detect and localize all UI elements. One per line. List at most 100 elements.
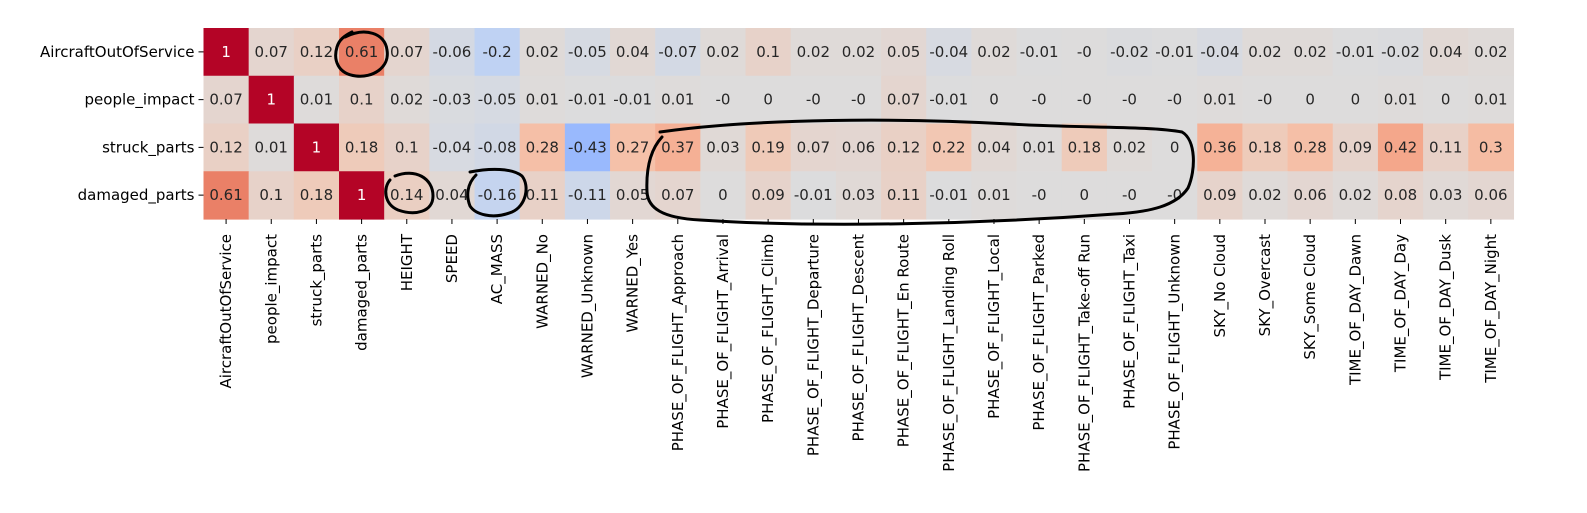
heatmap-cell-3-23 (1242, 171, 1289, 220)
heatmap-cell-1-13 (790, 75, 837, 125)
heatmap-cell-2-13 (790, 123, 837, 172)
cell-value-2-25: 0.09 (1339, 138, 1372, 156)
cell-value-2-22: 0.36 (1203, 138, 1236, 156)
x-tick-label-25: TIME_OF_DAY_Dawn (1346, 234, 1365, 386)
cell-value-1-19: -0 (1077, 91, 1092, 109)
heatmap-cell-1-26 (1377, 75, 1424, 125)
cell-value-2-26: 0.42 (1384, 138, 1417, 156)
cell-value-2-12: 0.19 (751, 138, 784, 156)
x-tick-label-9: WARNED_Yes (624, 234, 643, 333)
heatmap-cell-1-14 (835, 75, 882, 125)
cell-value-2-0: 0.12 (209, 138, 242, 156)
heatmap-cell-0-6 (474, 28, 521, 77)
y-tick-label-2: struck_parts (102, 138, 195, 157)
cell-value-0-2: 0.12 (300, 43, 333, 61)
annotation-stroke-3 (645, 118, 1195, 226)
cell-value-2-7: 0.28 (526, 138, 559, 156)
heatmap-cell-2-1 (248, 123, 295, 172)
y-tick-label-0: AircraftOutOfService (40, 43, 195, 61)
cell-value-1-22: 0.01 (1203, 91, 1236, 109)
heatmap-cell-1-21 (1152, 75, 1198, 125)
heatmap-cell-1-9 (610, 75, 656, 125)
cell-value-2-3: 0.18 (345, 138, 378, 156)
heatmap-cell-2-2 (293, 123, 340, 172)
heatmap-cell-3-14 (835, 171, 882, 220)
heatmap-cell-2-23 (1242, 123, 1289, 172)
annotation-stroke-2 (466, 167, 528, 218)
x-tick-label-6: AC_MASS (488, 234, 507, 304)
cell-value-0-13: 0.02 (797, 43, 830, 61)
heatmap-cell-0-1 (248, 28, 295, 77)
cell-value-0-17: 0.02 (977, 43, 1010, 61)
heatmap-cell-1-12 (745, 75, 792, 125)
heatmap-cell-0-17 (971, 28, 1018, 77)
cell-value-3-28: 0.06 (1474, 186, 1507, 204)
cell-value-1-26: 0.01 (1384, 91, 1417, 109)
x-tick-label-28: TIME_OF_DAY_Night (1482, 234, 1501, 384)
cell-value-0-1: 0.07 (255, 43, 288, 61)
cell-value-2-2: 1 (312, 138, 322, 156)
heatmap-cell-1-11 (700, 75, 747, 125)
heatmap-cell-0-11 (700, 28, 747, 77)
heatmap-cell-2-5 (429, 123, 476, 172)
heatmap-cell-0-26 (1377, 28, 1424, 77)
cell-value-0-24: 0.02 (1293, 43, 1326, 61)
heatmap-cell-2-19 (1061, 123, 1108, 172)
heatmap-cell-1-18 (1016, 75, 1063, 125)
cell-value-0-12: 0.1 (756, 43, 780, 61)
x-tick-label-15: PHASE_OF_FLIGHT_En Route (895, 234, 914, 447)
heatmap-cell-3-13 (790, 171, 837, 220)
cell-value-3-4: 0.14 (390, 186, 423, 204)
heatmap-cell-1-23 (1242, 75, 1289, 125)
heatmap-cell-1-1 (248, 75, 295, 125)
cell-value-1-11: -0 (715, 91, 730, 109)
cell-value-2-28: 0.3 (1479, 138, 1503, 156)
heatmap-cell-1-10 (655, 75, 701, 125)
heatmap-cell-2-7 (519, 123, 566, 172)
heatmap-cell-2-22 (1197, 123, 1244, 172)
heatmap-cell-0-21 (1152, 28, 1198, 77)
cell-value-1-0: 0.07 (209, 91, 242, 109)
heatmap-cell-1-25 (1332, 75, 1379, 125)
cell-value-3-27: 0.03 (1429, 186, 1462, 204)
heatmap-cell-0-28 (1468, 28, 1515, 77)
cell-value-3-17: 0.01 (977, 186, 1010, 204)
cell-value-0-19: -0 (1077, 43, 1092, 61)
heatmap-cell-2-26 (1377, 123, 1424, 172)
cell-value-1-8: -0.01 (568, 91, 607, 109)
cell-value-2-21: 0 (1170, 138, 1180, 156)
cell-value-1-9: -0.01 (613, 91, 652, 109)
cell-value-1-23: -0 (1258, 91, 1273, 109)
heatmap-cell-0-12 (745, 28, 792, 77)
cell-value-3-2: 0.18 (300, 186, 333, 204)
heatmap-cell-2-3 (339, 123, 385, 172)
heatmap-cell-0-23 (1242, 28, 1289, 77)
cell-value-1-5: -0.03 (433, 91, 472, 109)
heatmap-cell-3-2 (293, 171, 340, 220)
cell-value-0-23: 0.02 (1248, 43, 1281, 61)
heatmap-cell-1-17 (971, 75, 1018, 125)
x-tick-label-17: PHASE_OF_FLIGHT_Local (985, 234, 1004, 419)
heatmap-cell-1-6 (474, 75, 521, 125)
heatmap-cell-2-0 (203, 123, 250, 172)
cell-value-3-6: -0.16 (478, 186, 517, 204)
cell-value-1-20: -0 (1122, 91, 1137, 109)
x-tick-label-11: PHASE_OF_FLIGHT_Arrival (714, 234, 733, 429)
cell-value-2-23: 0.18 (1248, 138, 1281, 156)
heatmap-cell-2-24 (1287, 123, 1334, 172)
cell-value-0-25: -0.01 (1336, 43, 1375, 61)
cell-value-1-25: 0 (1351, 91, 1361, 109)
heatmap-cell-3-3 (339, 171, 385, 220)
cell-value-3-7: 0.11 (526, 186, 559, 204)
cell-value-3-14: 0.03 (842, 186, 875, 204)
heatmap-cell-1-15 (881, 75, 927, 125)
heatmap-cell-0-20 (1106, 28, 1153, 77)
cell-value-2-11: 0.03 (706, 138, 739, 156)
y-axis: AircraftOutOfService people_impact struck_… (40, 43, 204, 205)
cell-value-0-0: 1 (221, 43, 231, 61)
heatmap-cell-3-12 (745, 171, 792, 220)
x-tick-label-4: HEIGHT (398, 233, 416, 291)
heatmap-cell-3-11 (700, 171, 747, 220)
cell-value-3-15: 0.11 (887, 186, 920, 204)
cell-value-2-13: 0.07 (797, 138, 830, 156)
